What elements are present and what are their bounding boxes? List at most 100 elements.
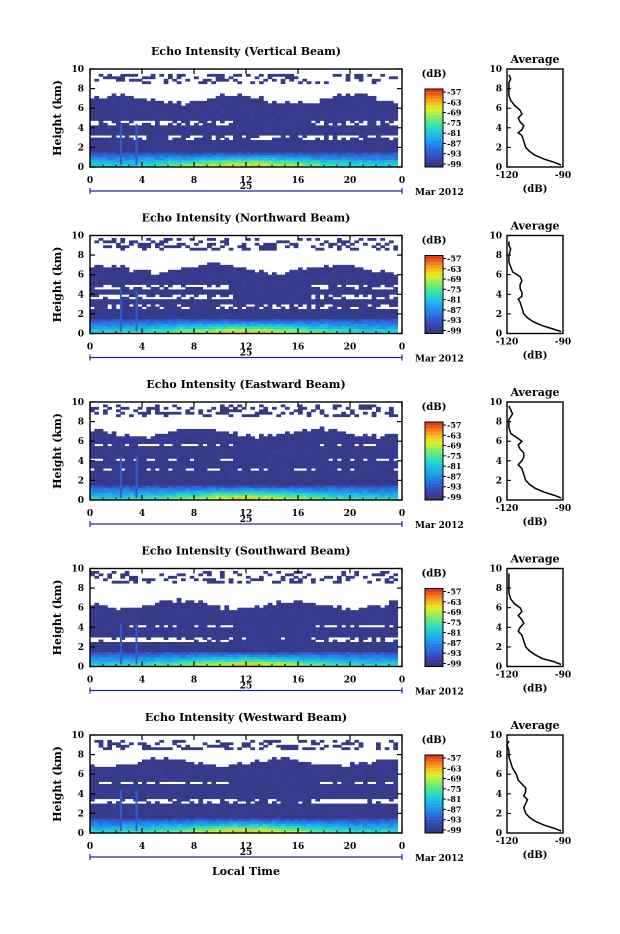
- heatmap-cell: [133, 444, 138, 447]
- heatmap-cell: [164, 238, 169, 241]
- heatmap-cell: [125, 476, 130, 479]
- heatmap-cell: [103, 282, 108, 285]
- heatmap-cell: [359, 299, 364, 302]
- heatmap-cell: [224, 434, 229, 437]
- heatmap-cell: [229, 434, 234, 437]
- heatmap-cell: [276, 282, 281, 285]
- heatmap-cell: [380, 292, 385, 295]
- heatmap-cell: [146, 302, 151, 305]
- x-tick-label: 16: [292, 176, 305, 186]
- heatmap-cell: [129, 326, 134, 329]
- heatmap-cell: [294, 118, 299, 121]
- heatmap-cell: [311, 133, 316, 136]
- heatmap-cell: [250, 133, 255, 136]
- heatmap-cell: [289, 324, 294, 327]
- heatmap-cell: [190, 108, 195, 111]
- heatmap-cell: [142, 453, 147, 456]
- heatmap-cell: [177, 113, 182, 116]
- heatmap-cell: [233, 321, 238, 324]
- heatmap-cell: [198, 157, 203, 160]
- heatmap-cell: [289, 160, 294, 163]
- heatmap-cell: [229, 265, 234, 268]
- heatmap-cell: [341, 160, 346, 163]
- heatmap-cell: [376, 113, 381, 116]
- heatmap-cell: [129, 98, 134, 101]
- heatmap-cell: [242, 297, 247, 300]
- heatmap-cell: [341, 106, 346, 109]
- colorbar-segment: [425, 301, 443, 305]
- heatmap-cell: [276, 277, 281, 280]
- heatmap-cell: [255, 111, 260, 114]
- heatmap-cell: [324, 143, 329, 146]
- heatmap-cell: [376, 299, 381, 302]
- heatmap-cell: [194, 248, 199, 251]
- heatmap-cell: [138, 282, 143, 285]
- heatmap-cell: [272, 294, 277, 297]
- heatmap-cell: [233, 309, 238, 312]
- heatmap-cell: [94, 265, 99, 268]
- heatmap-cell: [99, 150, 104, 153]
- heatmap-cell: [255, 304, 260, 307]
- heatmap-cell: [159, 446, 164, 449]
- heatmap-cell: [198, 409, 203, 412]
- heatmap-cell: [90, 436, 95, 439]
- heatmap-cell: [94, 96, 99, 99]
- heatmap-cell: [294, 321, 299, 324]
- heatmap-cell: [99, 292, 104, 295]
- heatmap-cell: [229, 468, 234, 471]
- heatmap-cell: [250, 162, 255, 165]
- heatmap-cell: [125, 468, 130, 471]
- heatmap-cell: [125, 287, 130, 290]
- heatmap-cell: [181, 277, 186, 280]
- heatmap-cell: [367, 120, 372, 123]
- heatmap-cell: [211, 324, 216, 327]
- heatmap-cell: [289, 150, 294, 153]
- heatmap-cell: [324, 329, 329, 332]
- heatmap-cell: [315, 143, 320, 146]
- heatmap-cell: [90, 329, 95, 332]
- heatmap-cell: [380, 277, 385, 280]
- heatmap-cell: [294, 277, 299, 280]
- heatmap-cell: [229, 152, 234, 155]
- heatmap-cell: [125, 150, 130, 153]
- heatmap-cell: [125, 458, 130, 461]
- heatmap-cell: [315, 157, 320, 160]
- heatmap-cell: [216, 299, 221, 302]
- heatmap-cell: [207, 113, 212, 116]
- heatmap-cell: [341, 157, 346, 160]
- heatmap-cell: [99, 160, 104, 163]
- heatmap-cell: [289, 243, 294, 246]
- heatmap-cell: [103, 277, 108, 280]
- heatmap-cell: [328, 103, 333, 106]
- heatmap-cell: [224, 490, 229, 493]
- heatmap-cell: [125, 490, 130, 493]
- heatmap-cell: [242, 116, 247, 119]
- heatmap-cell: [324, 319, 329, 322]
- heatmap-cell: [181, 147, 186, 150]
- heatmap-cell: [177, 407, 182, 410]
- heatmap-cell: [112, 324, 117, 327]
- heatmap-cell: [120, 248, 125, 251]
- heatmap-cell: [190, 297, 195, 300]
- heatmap-cell: [99, 468, 104, 471]
- heatmap-cell: [233, 326, 238, 329]
- heatmap-cell: [203, 289, 208, 292]
- heatmap-cell: [285, 138, 290, 141]
- heatmap-cell: [259, 311, 264, 314]
- heatmap-cell: [294, 285, 299, 288]
- heatmap-cell: [116, 245, 121, 248]
- heatmap-cell: [177, 108, 182, 111]
- heatmap-cell: [333, 123, 338, 126]
- heatmap-cell: [194, 147, 199, 150]
- heatmap-cell: [151, 150, 156, 153]
- heatmap-cell: [90, 302, 95, 305]
- heatmap-cell: [159, 329, 164, 332]
- heatmap-cell: [315, 292, 320, 295]
- heatmap-cell: [250, 118, 255, 121]
- heatmap-cell: [177, 449, 182, 452]
- heatmap-cell: [341, 108, 346, 111]
- heatmap-cell: [185, 79, 190, 82]
- heatmap-cell: [242, 152, 247, 155]
- heatmap-cell: [233, 439, 238, 442]
- heatmap-cell: [99, 449, 104, 452]
